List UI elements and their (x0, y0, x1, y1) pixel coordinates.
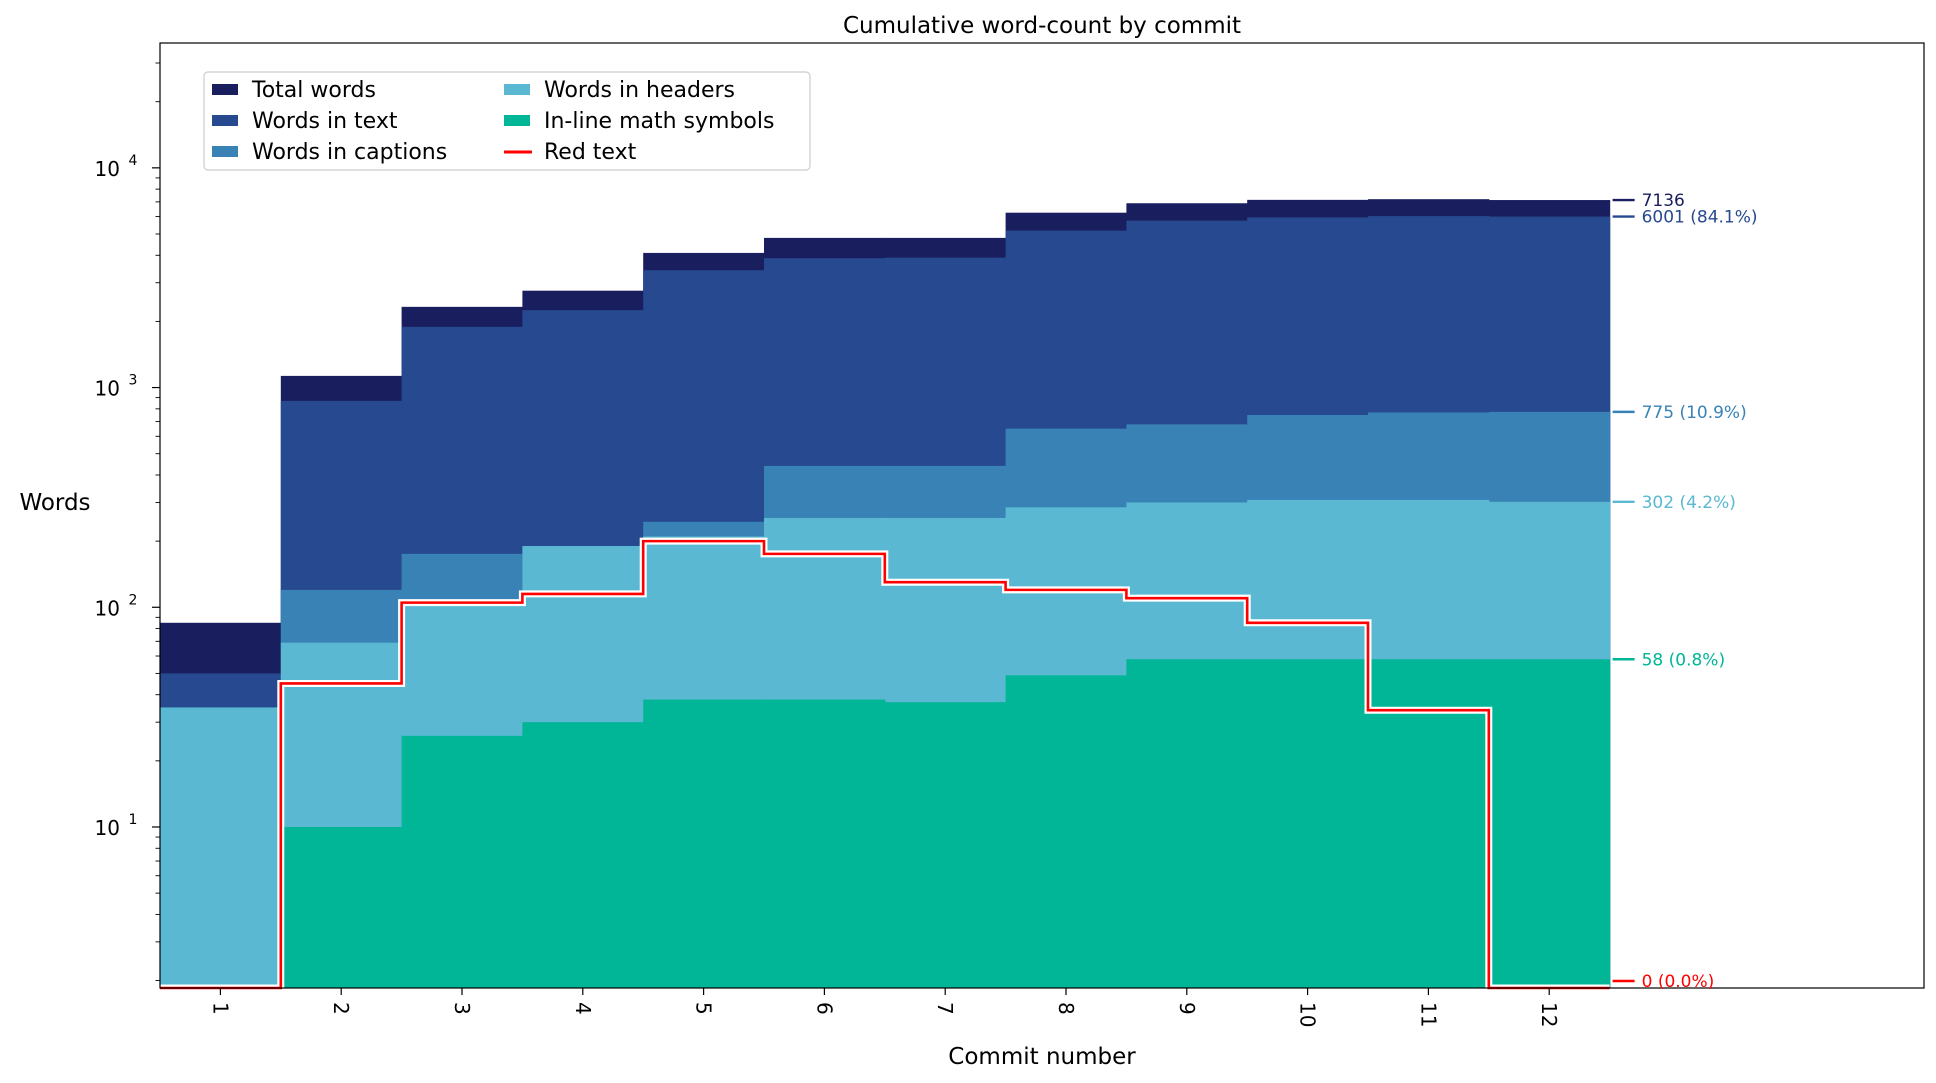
y-tick-exponent-100: 2 (129, 592, 138, 608)
x-tick-label-3: 3 (450, 1002, 474, 1015)
bar-in-line-math-symbols-2 (280, 826, 403, 988)
bar-in-line-math-symbols-4 (522, 722, 644, 988)
legend-label-words-in-headers: Words in headers (544, 78, 735, 103)
legend-swatch-words-in-captions (212, 146, 238, 157)
y-tick-label-10: 10 (95, 816, 120, 840)
x-tick-label-9: 9 (1175, 1002, 1199, 1015)
bar-in-line-math-symbols-10 (1247, 659, 1369, 988)
legend-label-words-in-captions: Words in captions (252, 140, 447, 165)
legend-swatch-total-words (212, 84, 238, 95)
bar-in-line-math-symbols-11 (1368, 659, 1490, 988)
end-label-58-0-8: 58 (0.8%) (1642, 650, 1726, 670)
bar-in-line-math-symbols-12 (1488, 659, 1611, 988)
legend-label-in-line-math-symbols: In-line math symbols (544, 109, 774, 134)
legend-swatch-words-in-text (212, 115, 238, 126)
end-label-6001-84-1: 6001 (84.1%) (1642, 208, 1758, 228)
end-label-302-4-2: 302 (4.2%) (1642, 493, 1736, 513)
x-tick-label-5: 5 (692, 1002, 716, 1015)
y-tick-label-1000: 10 (95, 377, 120, 401)
legend-swatch-words-in-headers (504, 84, 530, 95)
end-label-775-10-9: 775 (10.9%) (1642, 403, 1747, 423)
bar-in-line-math-symbols-6 (764, 699, 886, 988)
x-tick-label-8: 8 (1054, 1002, 1078, 1015)
end-label-0-0-0: 0 (0.0%) (1642, 972, 1715, 992)
y-axis-label: Words (19, 490, 90, 516)
bar-in-line-math-symbols-3 (401, 735, 523, 988)
x-axis-label: Commit number (948, 1044, 1136, 1070)
x-tick-label-11: 11 (1416, 1002, 1440, 1027)
x-tick-label-4: 4 (571, 1002, 595, 1015)
y-tick-label-100: 10 (95, 596, 120, 620)
x-tick-label-2: 2 (329, 1002, 353, 1015)
red-text-line (160, 539, 1610, 990)
bar-in-line-math-symbols-5 (643, 699, 765, 988)
legend-label-words-in-text: Words in text (252, 109, 398, 134)
legend-swatch-in-line-math-symbols (504, 115, 530, 126)
y-tick-label-10000: 10 (95, 157, 120, 181)
bar-in-line-math-symbols-8 (1005, 675, 1127, 988)
x-tick-label-1: 1 (208, 1002, 232, 1015)
x-tick-label-10: 10 (1296, 1002, 1320, 1027)
x-tick-label-12: 12 (1537, 1002, 1561, 1027)
bar-in-line-math-symbols-7 (884, 702, 1007, 988)
bar-in-line-math-symbols-9 (1126, 659, 1248, 988)
y-tick-exponent-10000: 4 (129, 153, 138, 169)
y-tick-exponent-1000: 3 (129, 373, 138, 389)
x-tick-label-6: 6 (812, 1002, 836, 1015)
plot-frame (159, 42, 1925, 989)
x-tick-label-7: 7 (933, 1002, 957, 1015)
chart-title: Cumulative word-count by commit (843, 13, 1241, 39)
bar-words-in-headers-1 (160, 707, 282, 988)
legend-label-red-text: Red text (544, 140, 637, 165)
legend-label-total-words: Total words (251, 78, 376, 103)
y-tick-exponent-10: 1 (129, 812, 138, 828)
end-label-7136: 7136 (1642, 191, 1685, 211)
legend: Total words Words in text Words in caption… (203, 71, 811, 171)
